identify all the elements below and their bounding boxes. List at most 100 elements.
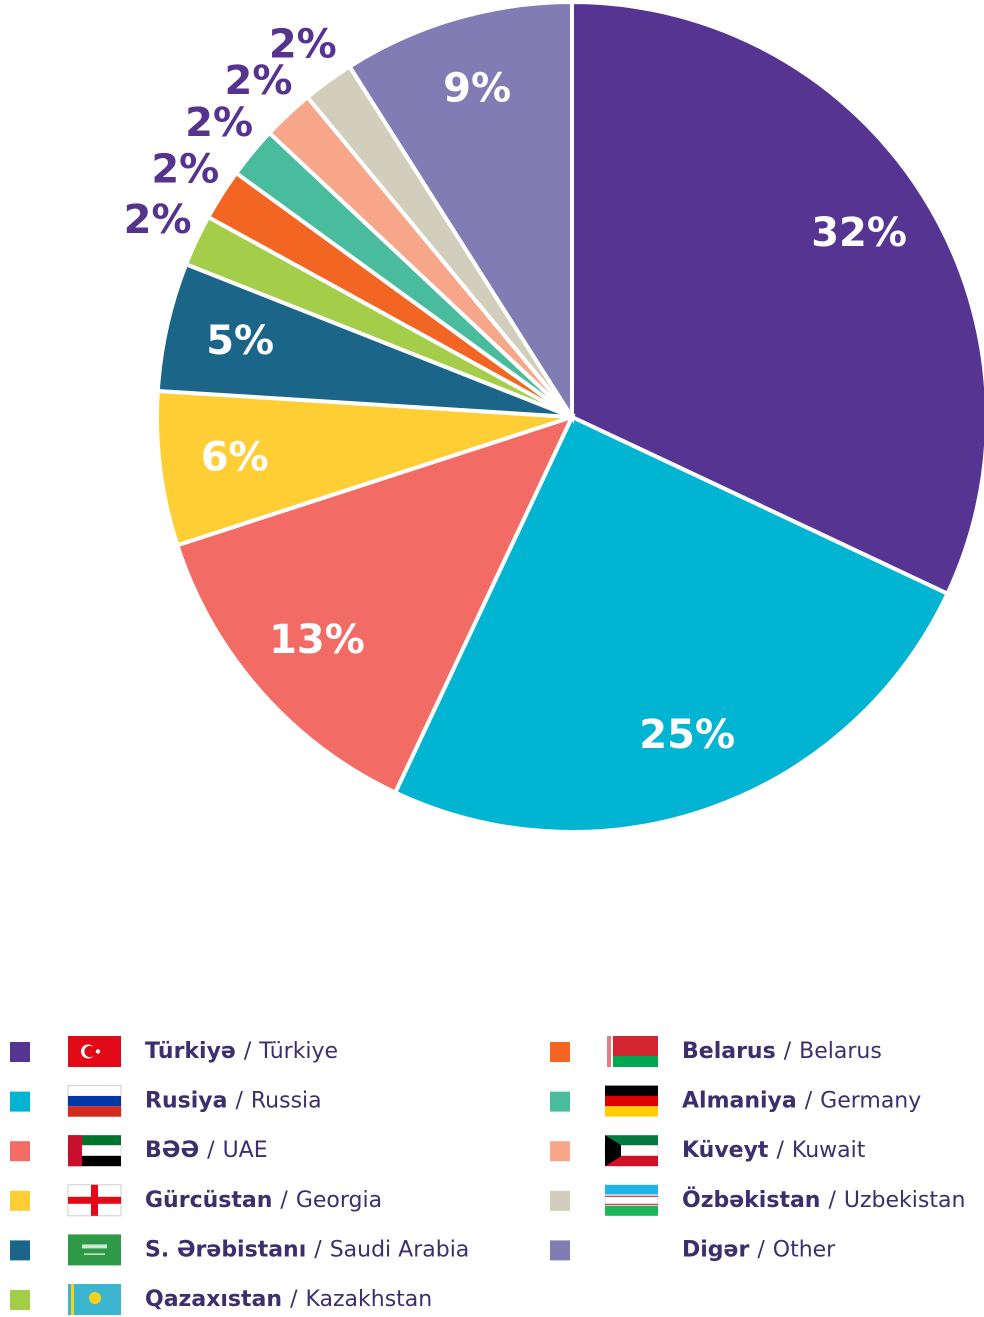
flag-icon (605, 1085, 658, 1117)
flag-part (605, 1036, 658, 1056)
legend-name-en: Russia (251, 1089, 322, 1114)
pie-slice (155, 388, 573, 548)
flag-part (68, 1155, 121, 1167)
slice-label: 6% (201, 435, 269, 481)
legend-swatch (10, 1190, 30, 1211)
legend-separator: / (828, 1188, 836, 1213)
legend-label: S. Ərəbistanı / Saudi Arabia (145, 1237, 469, 1262)
legend-name-en: Kazakhstan (305, 1287, 432, 1312)
legend-separator: / (757, 1237, 765, 1262)
legend-label: BƏƏ / UAE (145, 1138, 268, 1163)
legend-separator: / (290, 1287, 298, 1312)
legend-swatch (10, 1091, 30, 1112)
legend-name: Küveyt (682, 1138, 769, 1163)
legend-separator: / (314, 1237, 322, 1262)
legend-name-en: Kuwait (792, 1138, 866, 1163)
legend-label: Özbəkistan / Uzbekistan (682, 1187, 965, 1213)
flag-part (605, 1155, 658, 1167)
slice-label: 2% (269, 21, 337, 67)
legend-label: Gürcüstan / Georgia (145, 1188, 382, 1213)
legend-swatch (10, 1290, 30, 1310)
legend-separator: / (280, 1188, 288, 1213)
flag-icon (68, 1036, 121, 1067)
slice-label: 9% (443, 66, 511, 112)
slice-label: 2% (124, 197, 192, 243)
flag-part (68, 1106, 121, 1117)
slice-label: 5% (206, 318, 274, 364)
legend-label: Türkiyə / Türkiye (145, 1039, 338, 1064)
flag-part (605, 1056, 658, 1067)
legend-label: Belarus / Belarus (682, 1039, 882, 1064)
flag-part (84, 1253, 105, 1255)
legend-label: Küveyt / Kuwait (682, 1138, 866, 1163)
legend-separator: / (776, 1138, 784, 1163)
slice-label: 32% (811, 210, 907, 256)
legend-swatch (550, 1240, 570, 1261)
legend-name: Türkiyə (145, 1039, 236, 1064)
legend-label: Almaniya / Germany (682, 1089, 921, 1114)
legend-swatch (10, 1042, 30, 1062)
legend-name-en: Georgia (296, 1188, 382, 1213)
legend-separator: / (235, 1089, 243, 1114)
legend-name-en: Germany (820, 1089, 921, 1114)
flag-part (68, 1135, 121, 1146)
flag-part (605, 1106, 658, 1117)
legend-name-en: Other (773, 1237, 836, 1262)
flag-part (605, 1184, 658, 1195)
pie-slice (346, 0, 574, 424)
legend-swatch (10, 1240, 30, 1261)
legend-label: Digər / Other (682, 1237, 836, 1262)
flag-part (71, 1284, 74, 1315)
flag-part (605, 1195, 658, 1197)
pie-slice (570, 0, 984, 597)
legend-swatch (550, 1141, 570, 1162)
legend-swatch (550, 1190, 570, 1211)
legend-separator: / (805, 1089, 813, 1114)
pie-slice (174, 413, 576, 796)
legend-separator: / (244, 1039, 252, 1064)
flag-icon (604, 1135, 659, 1167)
flag-part (605, 1135, 621, 1167)
flag-part (68, 1095, 121, 1107)
legend-name: BƏƏ (145, 1138, 199, 1163)
legend-name: Digər (682, 1237, 749, 1262)
slice-label: 2% (185, 100, 253, 146)
legend-name-en: Saudi Arabia (330, 1237, 470, 1262)
legend-name-en: Türkiye (258, 1039, 338, 1064)
flag-part (89, 1292, 101, 1304)
legend-name: Gürcüstan (145, 1188, 272, 1213)
legend-name: Qazaxıstan (145, 1287, 282, 1312)
flag-part (82, 1244, 107, 1249)
flag-part (95, 1049, 101, 1054)
legend-swatch (550, 1091, 570, 1112)
flag-icon (67, 1184, 122, 1217)
flag-part (607, 1036, 611, 1067)
legend-name: Özbəkistan (682, 1187, 820, 1213)
legend-name: Belarus (682, 1039, 776, 1064)
legend-name-en: Uzbekistan (844, 1188, 966, 1213)
flag-part (605, 1085, 658, 1096)
flag-part (84, 1045, 96, 1058)
legend-swatch (550, 1042, 570, 1062)
slice-label: 2% (225, 58, 293, 104)
flag-part (605, 1205, 658, 1216)
flag-part (605, 1135, 658, 1146)
legend-swatch (10, 1141, 30, 1162)
legend-name-en: UAE (223, 1138, 268, 1163)
legend-name: S. Ərəbistanı (145, 1237, 306, 1262)
flag-icon (68, 1284, 121, 1315)
legend-separator: / (784, 1039, 792, 1064)
slice-label: 13% (269, 617, 365, 663)
flag-icon (67, 1085, 122, 1118)
flag-part (68, 1196, 121, 1204)
flag-part (68, 1234, 121, 1266)
flag-icon (67, 1135, 122, 1167)
legend-label: Qazaxıstan / Kazakhstan (145, 1287, 432, 1312)
legend-separator: / (207, 1138, 215, 1163)
slice-label: 2% (151, 147, 219, 193)
flag-icon (68, 1234, 121, 1266)
legend-label: Rusiya / Russia (145, 1089, 322, 1114)
pie-slice (392, 414, 951, 834)
legend-name: Rusiya (145, 1089, 227, 1114)
